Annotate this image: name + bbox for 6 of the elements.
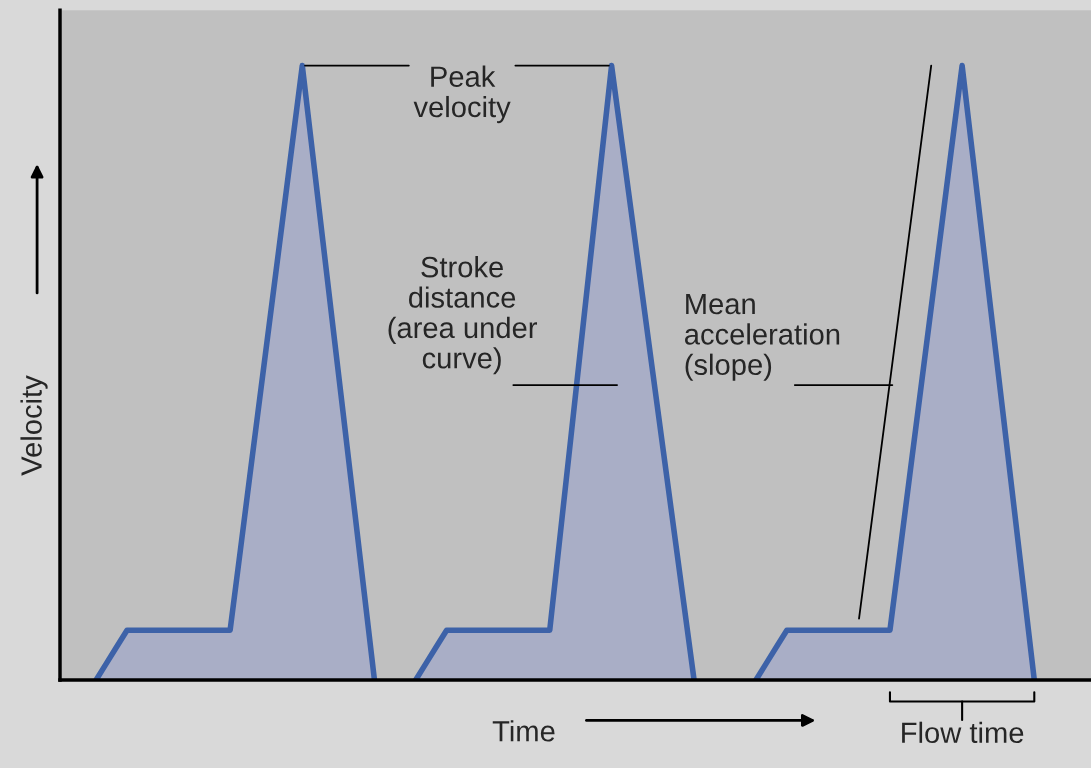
annotation: Stroke distance (area under curve) — [388, 256, 538, 375]
x-axis-title: Time — [492, 720, 555, 742]
annotation: Mean acceleration (slope) — [685, 293, 840, 381]
annotation: Peak velocity — [413, 65, 511, 124]
text: Flow time — [902, 721, 1024, 744]
y-axis-title: Velocity — [20, 375, 48, 476]
